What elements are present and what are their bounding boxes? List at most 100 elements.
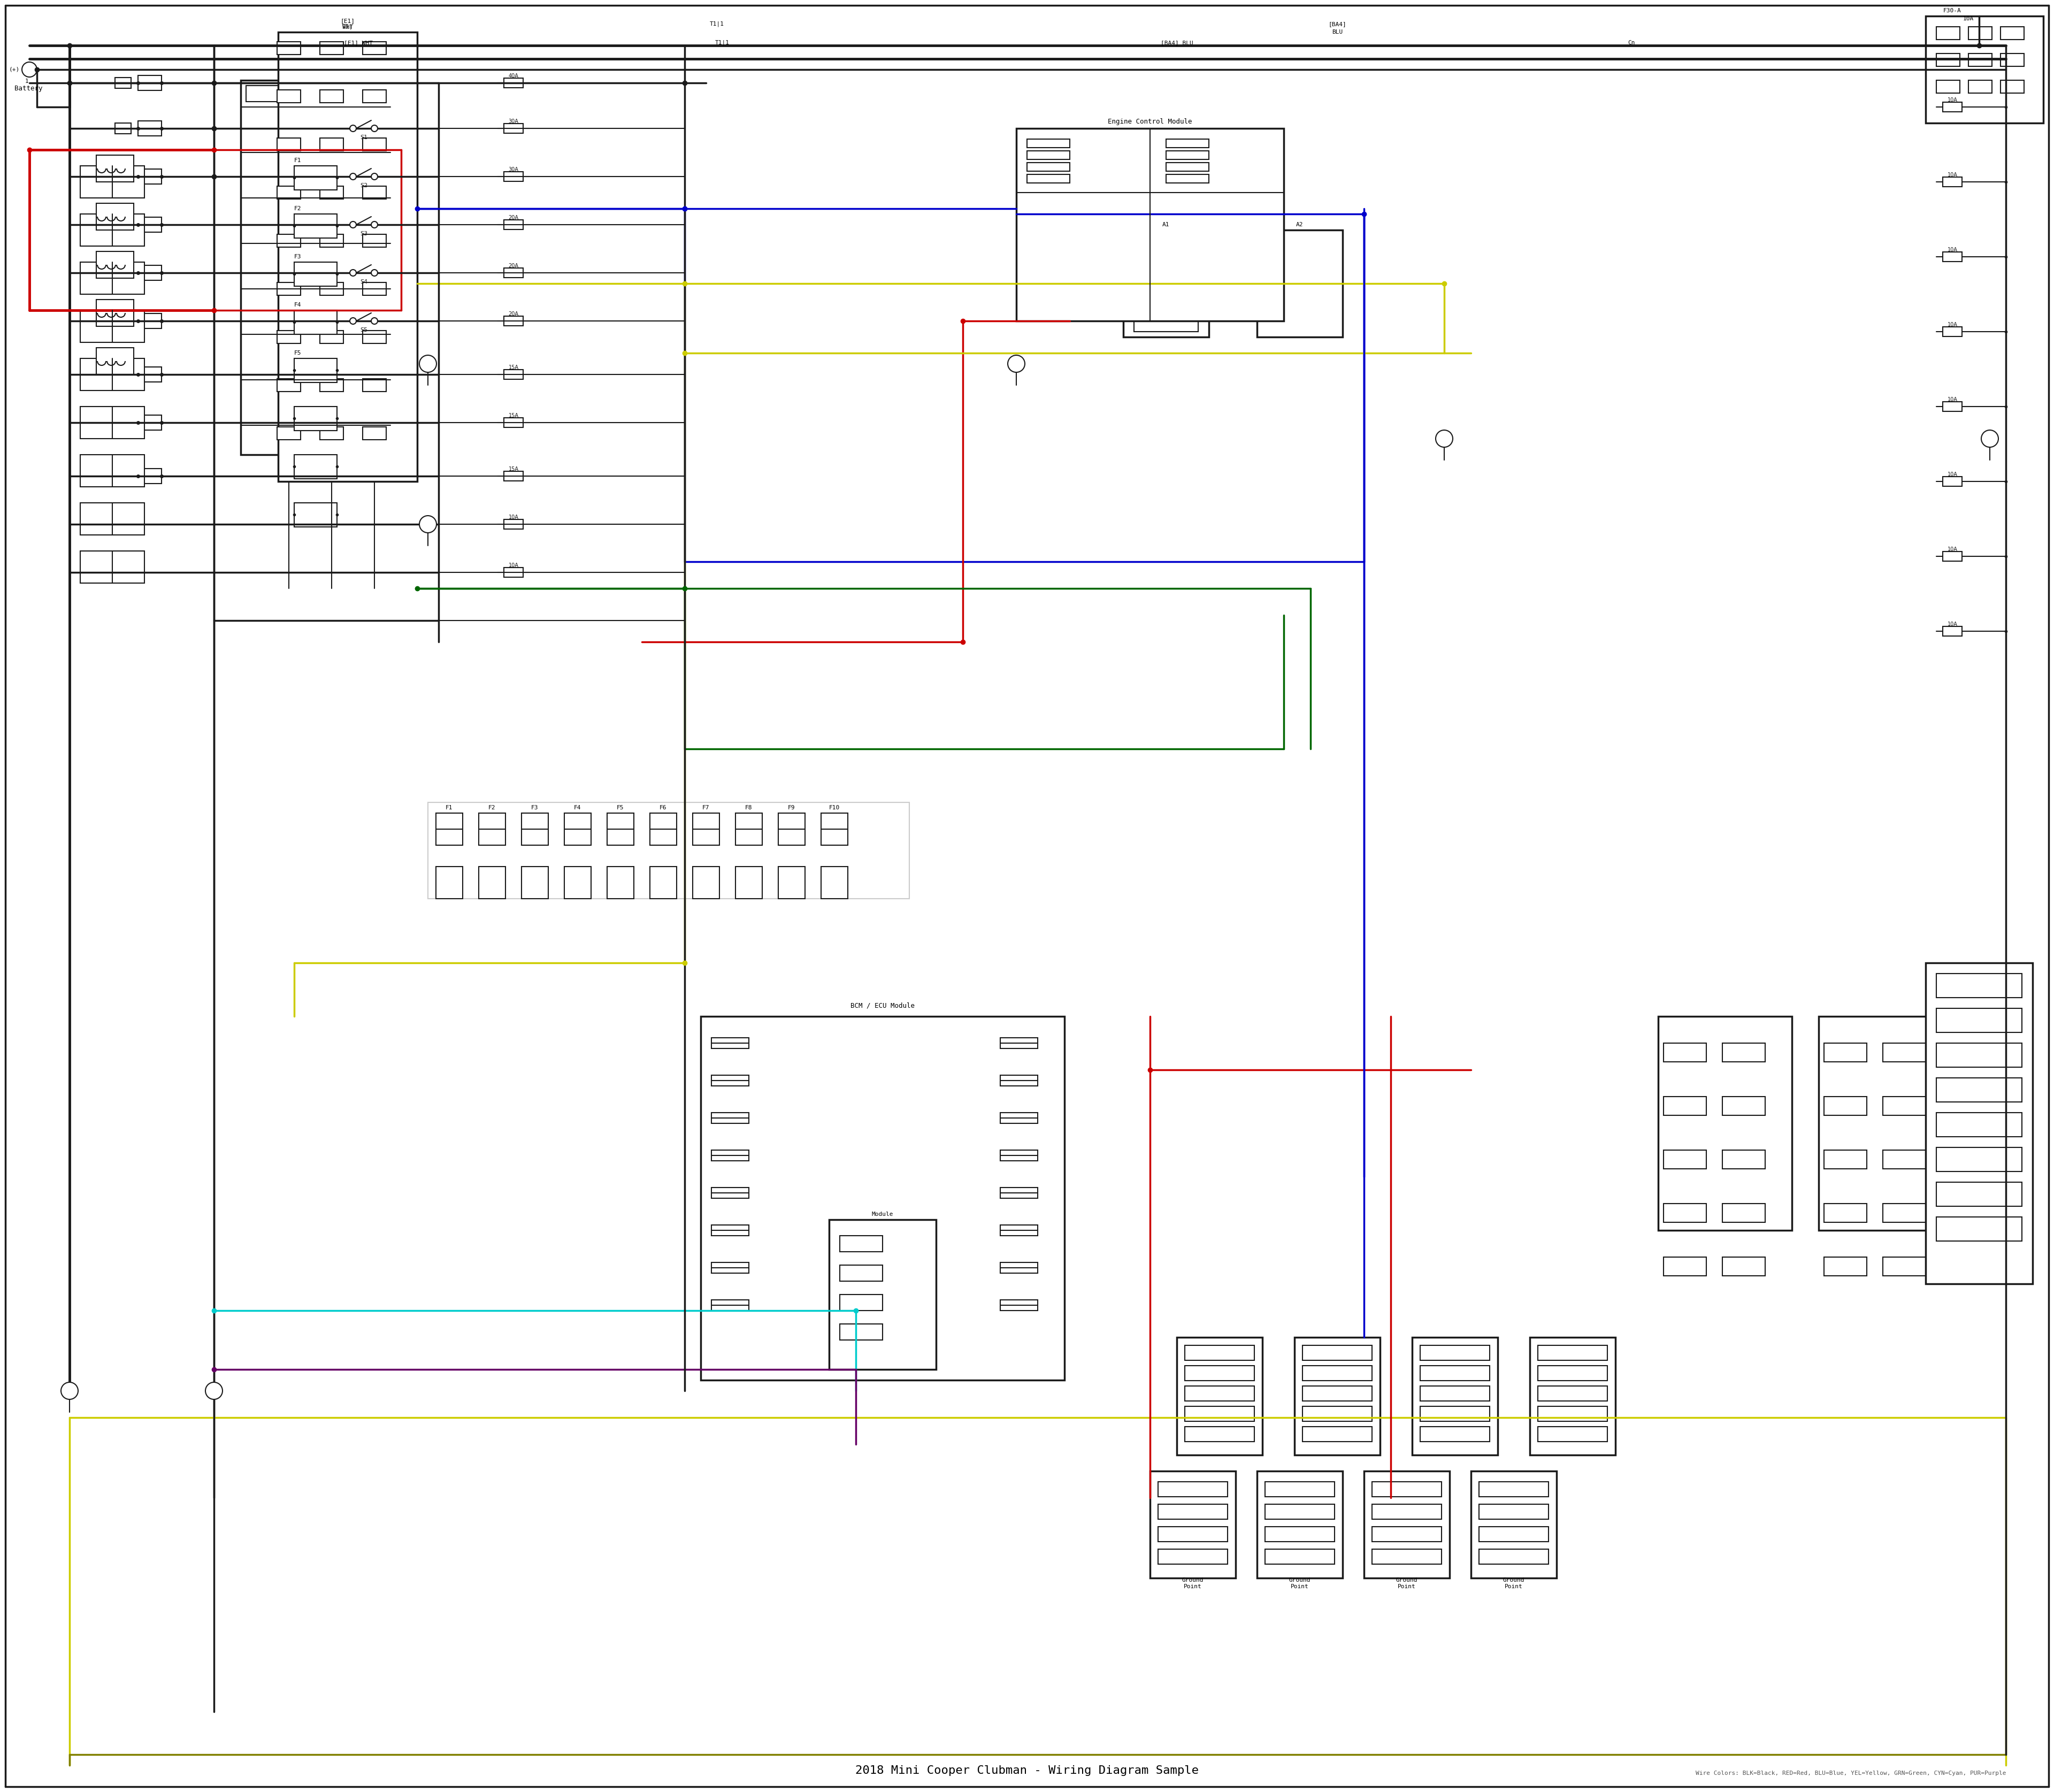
Bar bbox=[1884, 1204, 1927, 1222]
Bar bbox=[138, 120, 162, 136]
Circle shape bbox=[372, 317, 378, 324]
Circle shape bbox=[1009, 355, 1025, 373]
Bar bbox=[1538, 1346, 1608, 1360]
Bar bbox=[115, 219, 131, 229]
Bar bbox=[364, 283, 386, 296]
Bar bbox=[246, 86, 277, 102]
Bar bbox=[364, 426, 386, 439]
Bar bbox=[778, 814, 805, 846]
Bar bbox=[435, 814, 462, 846]
Bar bbox=[1185, 1346, 1255, 1360]
Text: F9: F9 bbox=[789, 805, 795, 810]
Bar bbox=[1302, 1385, 1372, 1401]
Text: 10A: 10A bbox=[1947, 622, 1957, 627]
Text: 20A: 20A bbox=[509, 263, 518, 269]
Bar bbox=[1167, 151, 1210, 159]
Bar bbox=[503, 269, 524, 278]
Circle shape bbox=[372, 222, 378, 228]
Bar bbox=[1134, 265, 1197, 283]
Circle shape bbox=[349, 125, 355, 131]
Bar bbox=[1027, 151, 1070, 159]
Bar bbox=[320, 138, 343, 151]
Bar bbox=[649, 867, 676, 898]
Bar bbox=[1302, 1426, 1372, 1441]
Text: Wire Colors: BLK=Black, RED=Red, BLU=Blue, YEL=Yellow, GRN=Green, CYN=Cyan, PUR=: Wire Colors: BLK=Black, RED=Red, BLU=Blu… bbox=[1695, 1770, 2007, 1776]
Bar bbox=[294, 310, 337, 335]
Bar bbox=[1664, 1256, 1707, 1276]
Bar bbox=[503, 568, 524, 577]
Bar bbox=[1937, 973, 2021, 998]
Bar bbox=[240, 81, 390, 455]
Text: F4: F4 bbox=[573, 805, 581, 810]
Bar bbox=[1419, 1346, 1489, 1360]
Text: 15A: 15A bbox=[509, 412, 518, 418]
Bar bbox=[1479, 1548, 1549, 1564]
Text: Battery: Battery bbox=[14, 84, 43, 91]
Bar bbox=[138, 217, 162, 233]
Bar bbox=[1185, 1385, 1255, 1401]
Bar bbox=[503, 471, 524, 480]
Bar bbox=[2001, 54, 2023, 66]
Bar bbox=[1265, 1527, 1335, 1541]
Bar bbox=[503, 520, 524, 529]
Bar bbox=[608, 814, 635, 846]
Bar bbox=[1167, 174, 1210, 183]
Bar bbox=[1664, 1150, 1707, 1168]
Bar bbox=[320, 330, 343, 344]
Bar bbox=[364, 138, 386, 151]
Text: F2: F2 bbox=[489, 805, 495, 810]
Bar bbox=[1364, 1471, 1450, 1579]
Bar bbox=[320, 186, 343, 199]
Text: T1|1: T1|1 bbox=[709, 22, 723, 27]
Bar bbox=[503, 124, 524, 133]
Bar bbox=[294, 213, 337, 238]
Bar bbox=[97, 156, 134, 181]
Text: T1|1: T1|1 bbox=[715, 39, 729, 45]
Bar bbox=[1937, 1009, 2021, 1032]
Bar bbox=[522, 867, 548, 898]
Bar bbox=[1884, 1043, 1927, 1063]
Text: F7: F7 bbox=[702, 805, 711, 810]
Bar bbox=[97, 202, 134, 229]
Bar bbox=[1968, 81, 1992, 93]
Circle shape bbox=[205, 1382, 222, 1400]
Bar bbox=[320, 86, 353, 102]
Text: Engine Control Module: Engine Control Module bbox=[1107, 118, 1191, 125]
Bar bbox=[277, 283, 300, 296]
Bar bbox=[479, 867, 505, 898]
Bar bbox=[138, 468, 162, 484]
Text: [BA4]: [BA4] bbox=[1329, 22, 1345, 27]
Bar bbox=[1185, 1366, 1255, 1380]
Bar bbox=[1419, 1426, 1489, 1441]
Text: 10A: 10A bbox=[1947, 97, 1957, 102]
Bar bbox=[80, 167, 144, 197]
Bar bbox=[649, 814, 676, 846]
Bar bbox=[320, 426, 343, 439]
Bar bbox=[1824, 1150, 1867, 1168]
Bar bbox=[1479, 1503, 1549, 1520]
Bar bbox=[1664, 1043, 1707, 1063]
Bar bbox=[711, 1038, 750, 1048]
Bar bbox=[320, 41, 343, 54]
Bar bbox=[1824, 1043, 1867, 1063]
Text: 40A: 40A bbox=[509, 73, 518, 79]
Text: F10: F10 bbox=[830, 805, 840, 810]
Bar bbox=[320, 235, 343, 247]
Bar bbox=[115, 172, 131, 181]
Bar bbox=[138, 75, 162, 90]
Bar bbox=[80, 550, 144, 582]
Bar bbox=[840, 1265, 883, 1281]
Bar bbox=[1265, 1482, 1335, 1496]
Bar bbox=[1723, 1043, 1764, 1063]
Text: 2018 Mini Cooper Clubman - Wiring Diagram Sample: 2018 Mini Cooper Clubman - Wiring Diagra… bbox=[854, 1765, 1200, 1776]
Bar bbox=[1124, 229, 1210, 337]
Bar bbox=[364, 330, 386, 344]
Bar bbox=[1027, 140, 1070, 147]
Text: 1: 1 bbox=[25, 79, 29, 84]
Bar bbox=[1884, 1097, 1927, 1115]
Bar bbox=[1943, 552, 1962, 561]
Bar bbox=[364, 186, 386, 199]
Text: Cn: Cn bbox=[1629, 39, 1635, 45]
Bar bbox=[97, 251, 134, 278]
Bar bbox=[1943, 177, 1962, 186]
